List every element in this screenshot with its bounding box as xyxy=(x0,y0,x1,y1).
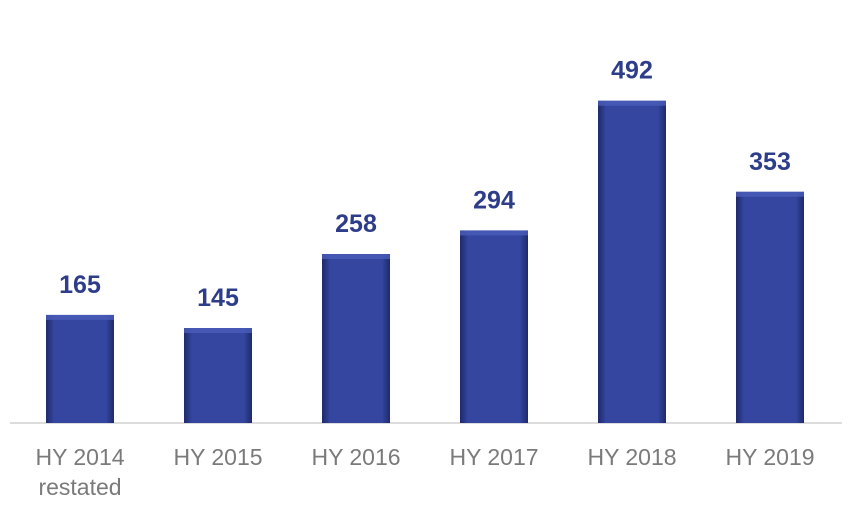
bar-bevel xyxy=(46,314,114,320)
bar-bevel xyxy=(460,230,528,236)
value-label: 145 xyxy=(197,284,239,312)
x-tick-label: HY 2015 xyxy=(173,444,263,470)
x-tick-label: HY 2017 xyxy=(449,444,539,470)
x-tick-label: HY 2018 xyxy=(587,444,677,470)
bar xyxy=(46,314,114,423)
bar-bevel xyxy=(322,254,390,260)
value-label: 165 xyxy=(59,271,101,299)
x-tick-label: HY 2016 xyxy=(311,444,401,470)
bar xyxy=(184,328,252,423)
bar xyxy=(736,191,804,423)
value-label: 294 xyxy=(473,186,515,214)
bar-bevel xyxy=(184,328,252,334)
value-label: 492 xyxy=(611,57,653,85)
value-label: 258 xyxy=(335,210,377,238)
bar xyxy=(598,100,666,424)
bar xyxy=(460,230,528,423)
bar-bevel xyxy=(598,100,666,106)
x-tick-label: HY 2014 restated xyxy=(35,444,125,500)
bar xyxy=(322,254,390,423)
value-label: 353 xyxy=(749,148,791,176)
x-tick-label: HY 2019 xyxy=(725,444,815,470)
bar-bevel xyxy=(736,191,804,197)
